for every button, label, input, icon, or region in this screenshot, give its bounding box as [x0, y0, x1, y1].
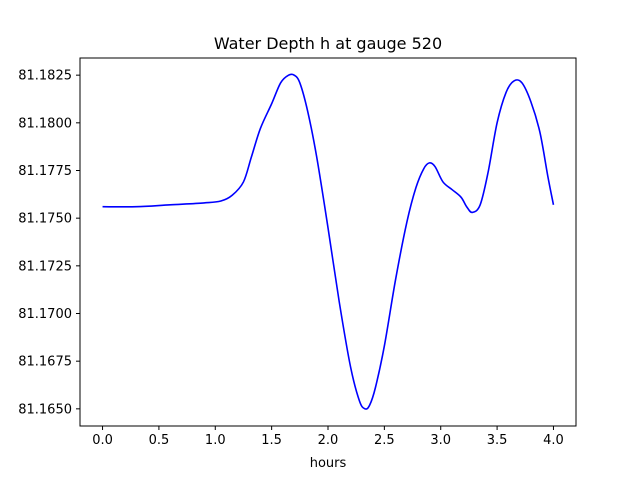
y-tick-label: 81.1775: [18, 164, 72, 179]
x-tick-label: 1.0: [205, 433, 226, 448]
x-tick-label: 2.5: [374, 433, 395, 448]
chart-title: Water Depth h at gauge 520: [214, 34, 442, 53]
x-tick-label: 0.0: [92, 433, 113, 448]
x-tick-label: 4.0: [543, 433, 564, 448]
y-tick-label: 81.1650: [18, 402, 72, 417]
series-line: [102, 73, 555, 410]
series-group: [102, 73, 555, 410]
x-tick-label: 2.0: [318, 433, 339, 448]
y-tick-label: 81.1725: [18, 259, 72, 274]
y-tick-label: 81.1825: [18, 69, 72, 84]
x-axis-label: hours: [310, 456, 347, 471]
x-tick-label: 0.5: [149, 433, 170, 448]
y-axis: 81.1650 81.1675 81.1700 81.1725 81.1750 81.17…: [18, 69, 80, 417]
y-tick-label: 81.1675: [18, 355, 72, 370]
y-tick-label: 81.1750: [18, 212, 72, 227]
x-tick-label: 3.0: [430, 433, 451, 448]
x-tick-label: 1.5: [261, 433, 282, 448]
x-tick-label: 3.5: [487, 433, 508, 448]
x-axis: 0.0 0.5 1.0 1.5 2.0 2.5 3.0 3.5 4.0: [92, 426, 564, 448]
y-tick-label: 81.1800: [18, 116, 72, 131]
y-tick-label: 81.1700: [18, 307, 72, 322]
